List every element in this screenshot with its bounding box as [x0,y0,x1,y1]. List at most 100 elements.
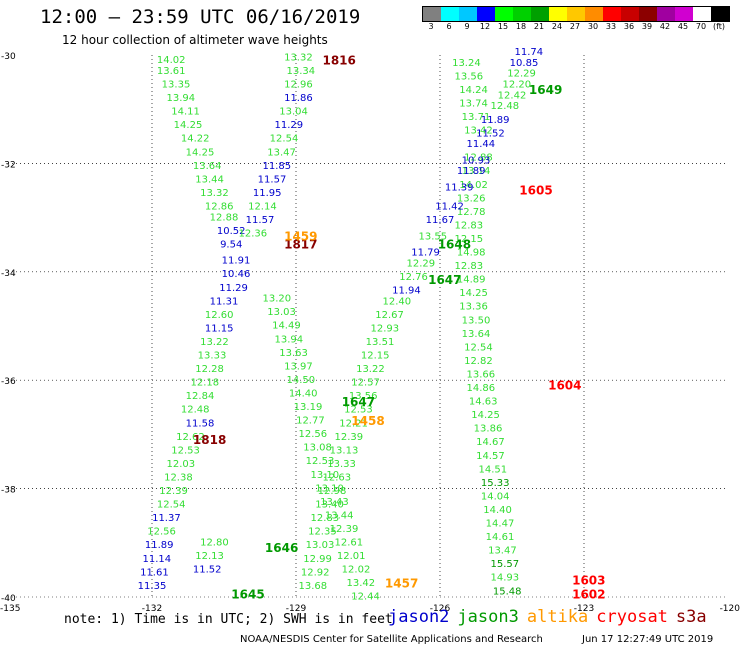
swh-value: 12.98 [318,486,347,497]
swh-value: 13.56 [349,391,378,402]
swh-value: 14.47 [486,519,515,530]
swh-value: 12.21 [339,418,368,429]
swh-value: 12.20 [502,80,531,91]
swh-value: 10.85 [510,58,539,69]
swh-value: 13.03 [306,540,335,551]
color-scale-labels: 3 6 9 12 15 18 21 24 27 30 33 36 39 42 45 70 (ft) [422,22,728,34]
chart-subtitle: 12 hour collection of altimeter wave hei… [62,33,328,47]
swh-value: 12.83 [454,220,483,231]
swh-value: 10.52 [217,226,246,237]
color-scale-label: 3 [428,22,434,31]
swh-value: 12.96 [284,80,313,91]
color-scale-label: 9 [464,22,470,31]
swh-value: 13.86 [474,424,503,435]
swh-value: 9.54 [220,239,242,250]
pass-number-label: 1817 [284,238,317,252]
swh-value: 12.48 [181,405,210,416]
swh-value: 13.50 [462,315,491,326]
pass-number-label: 1816 [322,53,355,67]
swh-value: 14.61 [486,532,515,543]
swh-value: 14.89 [457,275,486,286]
swh-value: 12.39 [330,524,359,535]
swh-value: 12.35 [308,527,337,538]
swh-value: 13.42 [464,126,493,137]
swh-value: 14.51 [478,464,507,475]
swh-value: 13.63 [279,348,308,359]
color-scale-label: 15 [497,22,509,31]
swh-value: 11.67 [426,215,455,226]
color-scale-bar [422,6,730,22]
swh-value: 12.54 [464,342,493,353]
swh-value: 13.55 [418,231,447,242]
swh-value: 13.32 [284,52,313,63]
grid-lines [8,55,728,597]
swh-value: 13.04 [279,107,308,118]
generation-timestamp: Jun 17 12:27:49 UTC 2019 [582,634,714,645]
swh-value: 13.51 [366,337,395,348]
pass-number-label: 1457 [385,576,418,590]
color-swatch [459,7,477,21]
swh-value: 13.24 [452,58,481,69]
swh-value: 13.13 [330,445,359,456]
swh-value: 13.32 [200,188,229,199]
satellite-legend: jason2 jason3 altika cryosat s3a [388,607,715,627]
swh-value: 12.99 [303,554,332,565]
color-scale-label: 6 [446,22,452,31]
swh-value: 12.36 [238,229,267,240]
color-swatch [567,7,585,21]
swh-value: 11.58 [186,418,215,429]
swh-value: 14.24 [459,85,488,96]
x-tick-label: -123 [574,604,594,614]
color-scale-label: 12 [479,22,491,31]
swh-value: 12.54 [157,500,186,511]
swh-value: 11.89 [457,166,486,177]
swh-value: 14.02 [157,55,186,66]
swh-value: 11.42 [435,201,464,212]
swh-value: 12.56 [147,527,176,538]
swh-value: 11.86 [284,93,313,104]
x-tick-label: -132 [142,604,162,614]
x-tick-label: -129 [286,604,307,614]
swh-value: 12.39 [334,432,363,443]
color-swatch [711,7,729,21]
color-scale-label: 45 [677,22,689,31]
color-swatch [495,7,513,21]
swh-value: 11.57 [258,174,287,185]
swh-value: 14.50 [286,375,315,386]
axes: -135 -132 -129 -126 -123 -120 -30 -32 -34 -36 -38 -… [0,52,740,614]
swh-value: 13.20 [262,294,291,305]
swh-value: 13.64 [462,329,491,340]
color-scale-label: (ft) [712,22,726,31]
swh-value: 11.89 [481,115,510,126]
swh-value: 13.10 [315,483,344,494]
y-tick-label: -34 [1,269,16,279]
swh-value: 11.91 [222,256,251,267]
swh-value: 13.97 [284,361,313,372]
color-swatch [513,7,531,21]
swh-value: 12.18 [190,378,219,389]
swh-value: 13.26 [457,193,486,204]
swh-value: 15.48 [493,586,522,597]
swh-value: 12.53 [344,405,373,416]
swh-value: 13.47 [488,546,517,557]
pass-number-label: 1458 [351,414,384,428]
swh-value: 12.54 [270,134,299,145]
swh-value: 14.40 [483,505,512,516]
color-swatch [675,7,693,21]
swh-value: 11.37 [152,513,181,524]
legend-entry-jason2: jason2 [388,607,450,627]
swh-value: 12.67 [375,310,404,321]
swh-value: 11.85 [262,161,291,172]
y-tick-label: -32 [1,160,16,170]
swh-value: 13.56 [454,71,483,82]
color-swatch [639,7,657,21]
swh-value: 12.57 [351,378,380,389]
pass-number-label: 1646 [265,541,298,555]
swh-value: 13.44 [325,510,354,521]
pass-number-label: 1648 [438,238,471,252]
swh-value: 11.52 [193,565,222,576]
color-scale-label: 39 [641,22,653,31]
swh-value: 12.15 [454,234,483,245]
swh-value: 11.44 [466,139,495,150]
